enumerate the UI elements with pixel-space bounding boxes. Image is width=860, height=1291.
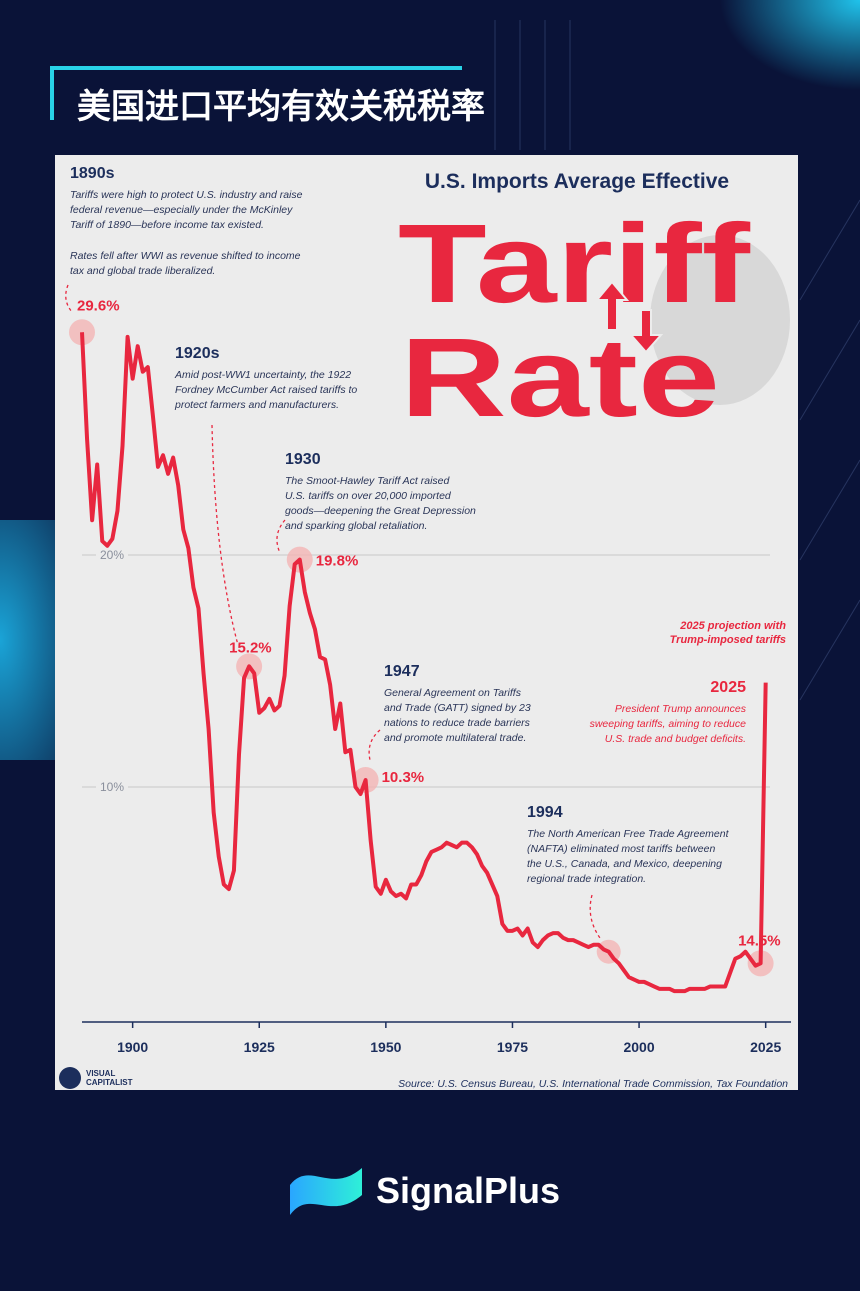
annotation-text: and Trade (GATT) signed by 23 bbox=[384, 702, 531, 714]
annotation-text: U.S. tariffs on over 20,000 imported bbox=[285, 490, 452, 502]
x-tick-label: 2025 bbox=[750, 1039, 781, 1055]
annotation-text: General Agreement on Tariffs bbox=[384, 687, 522, 699]
tick-label-bg bbox=[96, 779, 128, 795]
logo-text: CAPITALIST bbox=[86, 1078, 133, 1087]
annotation-text: (NAFTA) eliminated most tariffs between bbox=[527, 843, 715, 855]
annotation-text: The North American Free Trade Agreement bbox=[527, 828, 730, 840]
x-tick-label: 1925 bbox=[244, 1039, 275, 1055]
vc-logo: VISUAL CAPITALIST bbox=[59, 1067, 133, 1089]
annotation-text: sweeping tariffs, aiming to reduce bbox=[590, 718, 747, 730]
value-label: 19.8% bbox=[316, 553, 359, 570]
y-tick-label: 10% bbox=[100, 780, 124, 794]
annotation-text: and promote multilateral trade. bbox=[384, 732, 526, 744]
tariff-line bbox=[80, 332, 768, 994]
annotation-heading: 1947 bbox=[384, 663, 420, 680]
annotation-text: Tariff of 1890—before income tax existed… bbox=[70, 219, 264, 231]
arrow-up bbox=[594, 280, 630, 331]
glow bbox=[720, 0, 860, 90]
annotation-text: nations to reduce trade barriers bbox=[384, 717, 531, 729]
title-bracket bbox=[50, 66, 462, 120]
arrow-down bbox=[628, 309, 664, 354]
annotation-text: the U.S., Canada, and Mexico, deepening bbox=[527, 858, 722, 870]
chart-title: U.S. Imports Average Effective bbox=[425, 170, 729, 193]
decor-lines bbox=[494, 20, 860, 701]
annotation-text: regional trade integration. bbox=[527, 873, 646, 885]
x-tick-label: 1950 bbox=[370, 1039, 401, 1055]
logo-text: VISUAL bbox=[86, 1069, 115, 1078]
headline: Rate bbox=[400, 315, 720, 440]
silhouette bbox=[650, 235, 790, 405]
brand: SignalPlus bbox=[376, 1170, 560, 1211]
annotation-text: Rates fell after WWI as revenue shifted … bbox=[70, 250, 301, 262]
annotation-heading: 1930 bbox=[285, 451, 321, 468]
annotation-heading: 2025 bbox=[710, 679, 746, 696]
x-tick-label: 2000 bbox=[623, 1039, 654, 1055]
annotation-text: tax and global trade liberalized. bbox=[70, 265, 215, 277]
annotation-heading: 1994 bbox=[527, 804, 563, 821]
annotation-text: Amid post-WW1 uncertainty, the 1922 bbox=[174, 369, 351, 381]
tick-label-bg bbox=[96, 547, 128, 563]
annotation-text: federal revenue—especially under the McK… bbox=[70, 204, 293, 216]
value-label: 15.2% bbox=[229, 639, 272, 656]
plot: 10% 20% 1900 1925 1950 1975 2000 2025 29.6% 15.2%… bbox=[69, 165, 791, 1055]
value-label: 29.6% bbox=[77, 297, 120, 314]
value-label: 14.5% bbox=[738, 932, 781, 949]
pointer-arrows bbox=[65, 284, 601, 939]
annotation-text: The Smoot-Hawley Tariff Act raised bbox=[285, 475, 451, 487]
annotation-text: U.S. trade and budget deficits. bbox=[605, 733, 746, 745]
projection-note: Trump-imposed tariffs bbox=[670, 634, 786, 646]
annotation-text: Tariffs were high to protect U.S. indust… bbox=[70, 189, 303, 201]
annotation-text: President Trump announces bbox=[615, 703, 747, 715]
annotation-text: goods—deepening the Great Depression bbox=[285, 505, 476, 517]
annotation-text: Fordney McCumber Act raised tariffs to bbox=[175, 384, 357, 396]
x-tick-label: 1900 bbox=[117, 1039, 148, 1055]
x-tick-label: 1975 bbox=[497, 1039, 528, 1055]
annotation-text: protect farmers and manufacturers. bbox=[174, 399, 339, 411]
projection-note: 2025 projection with bbox=[679, 620, 786, 632]
annotation-heading: 1890s bbox=[70, 165, 115, 182]
source: Source: U.S. Census Bureau, U.S. Interna… bbox=[398, 1078, 788, 1090]
brand-icon bbox=[290, 1168, 362, 1215]
y-tick-label: 20% bbox=[100, 548, 124, 562]
annotation-text: and sparking global retaliation. bbox=[285, 520, 427, 532]
value-label: 10.3% bbox=[382, 769, 425, 786]
annotation-heading: 1920s bbox=[175, 345, 220, 362]
page-title: 美国进口平均有效关税税率 bbox=[77, 88, 485, 126]
headline: Tariff bbox=[398, 201, 751, 326]
